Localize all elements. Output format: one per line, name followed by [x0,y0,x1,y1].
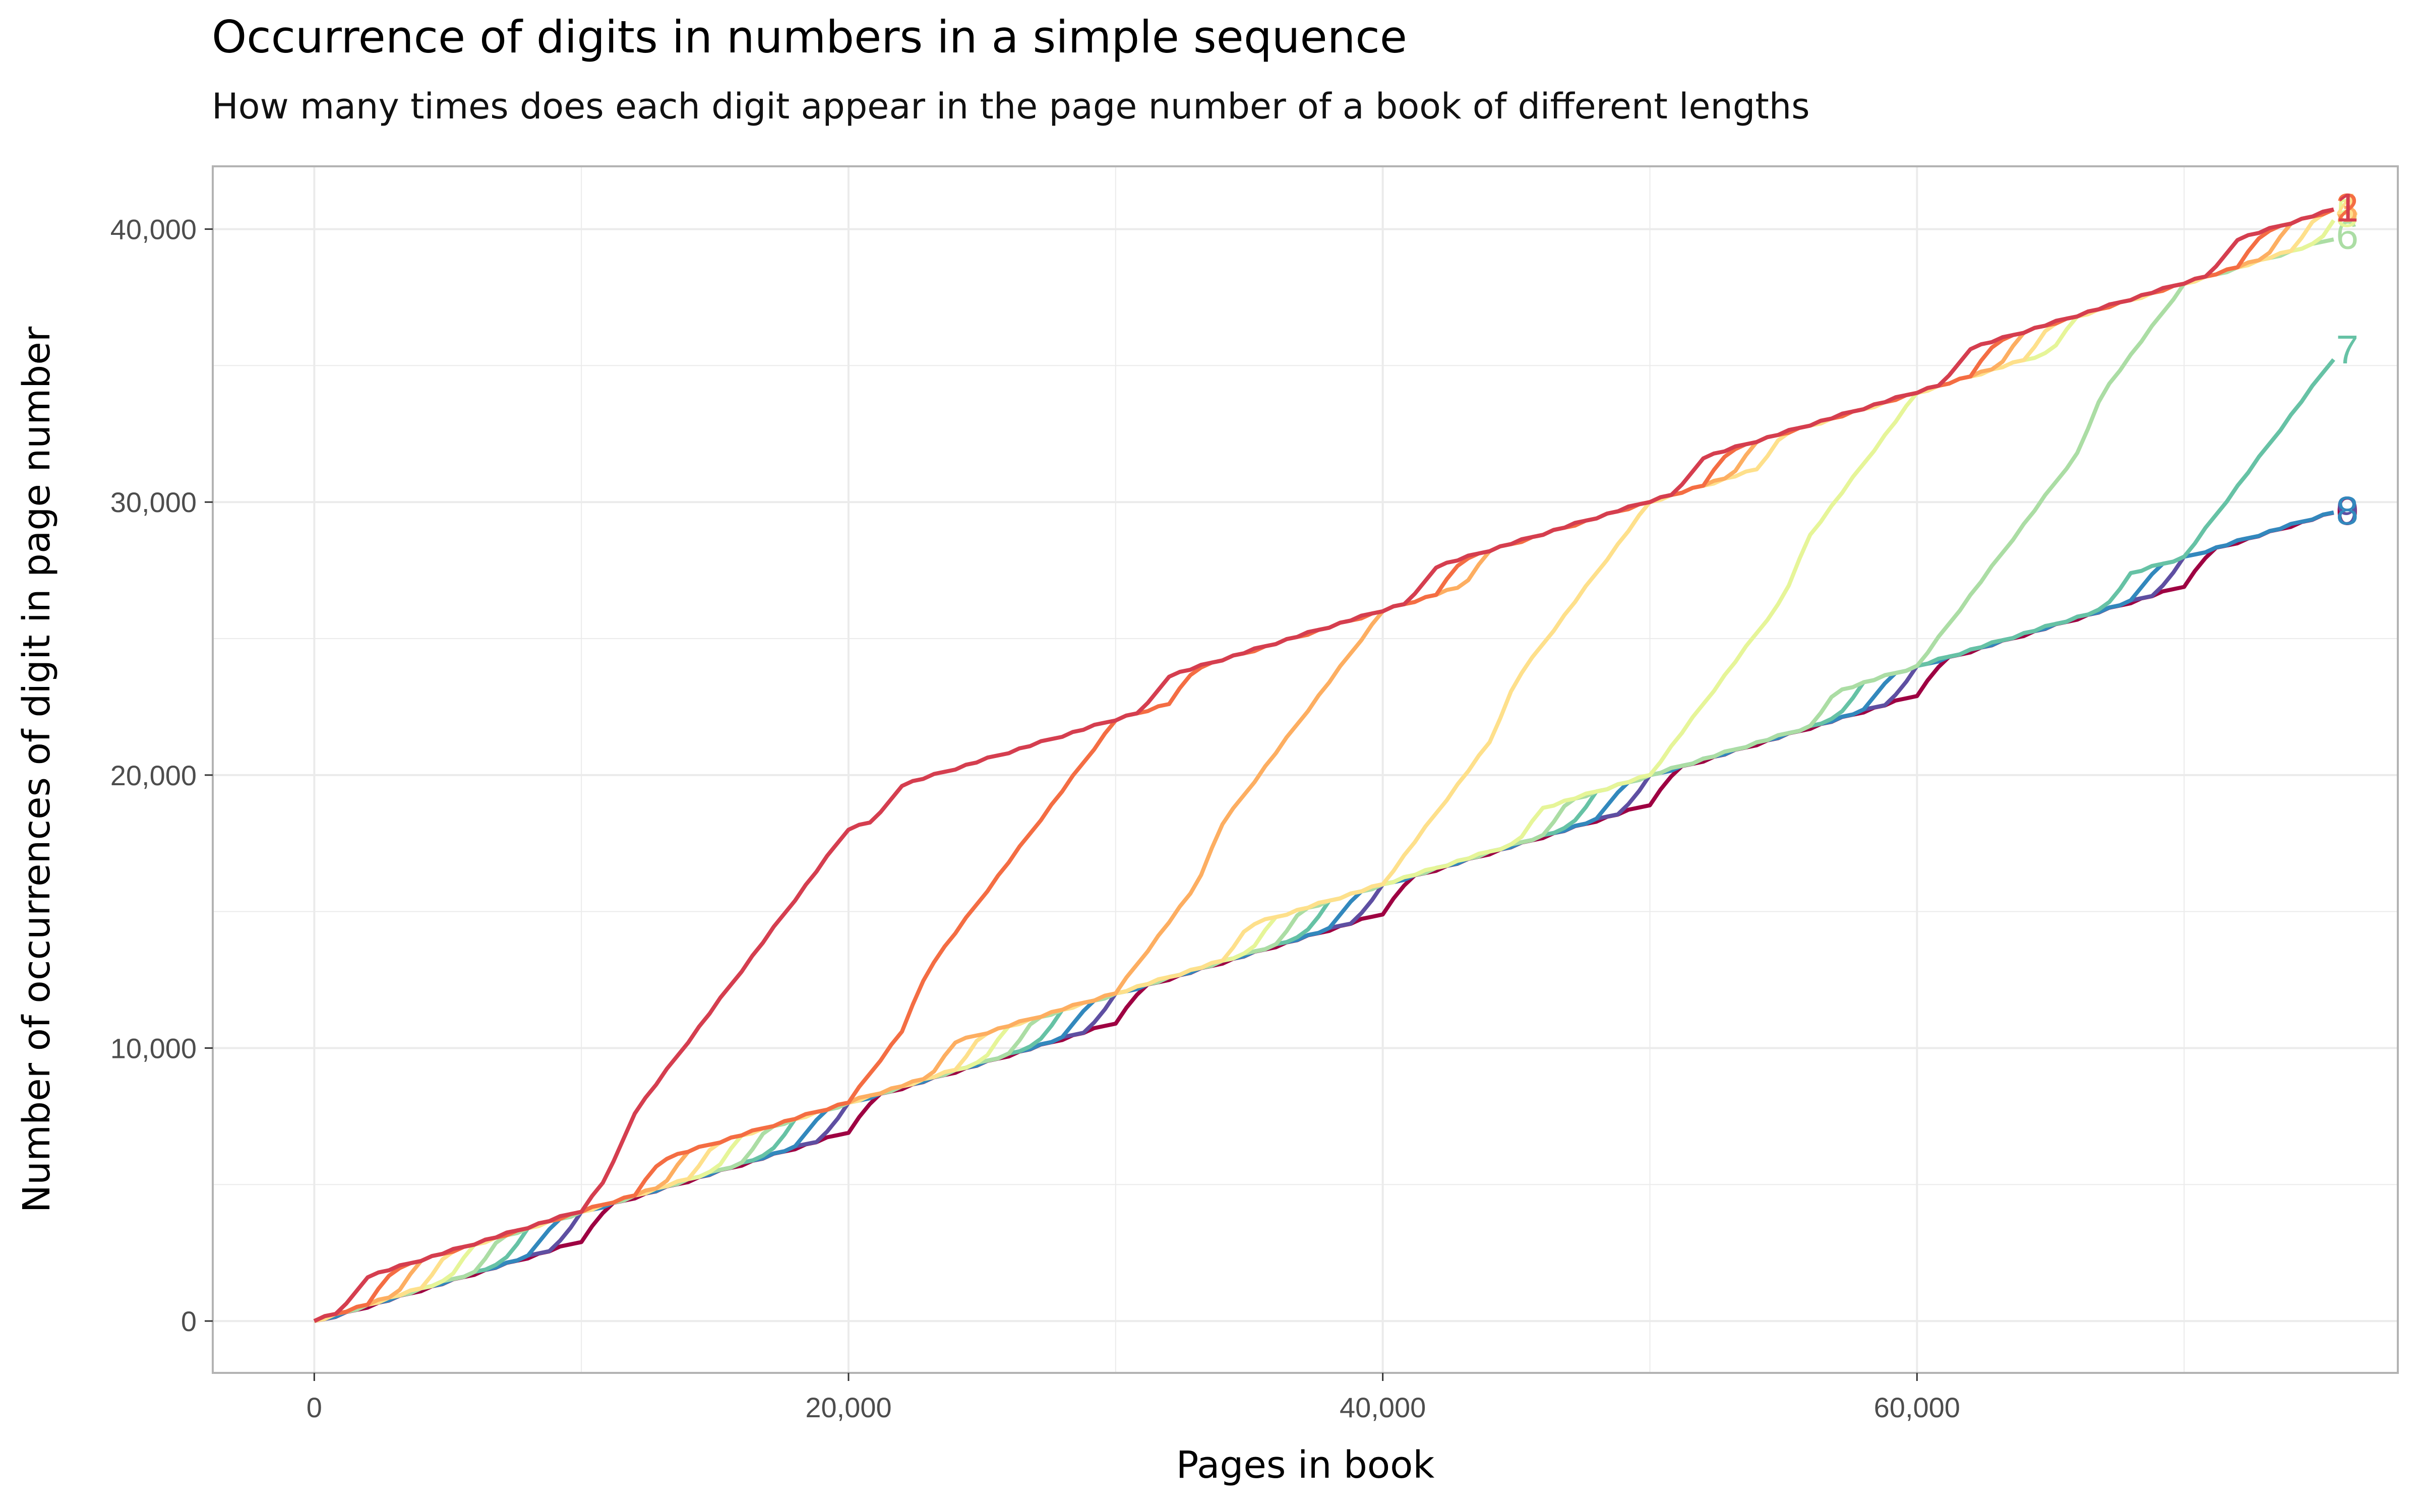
series-layer [313,207,2336,1324]
series-end-label-digit-4: 4 [2336,185,2358,230]
x-tick-label: 0 [307,1392,322,1423]
series-end-label-digit-5: 5 [2336,191,2358,235]
series-end-label-digit-2: 2 [2336,185,2358,230]
x-tick-label: 20,000 [805,1392,891,1423]
plot-panel [213,166,2398,1373]
y-axis-title: Number of occurrences of digit in page n… [15,326,58,1213]
chart-subtitle: How many times does each digit appear in… [212,86,1810,127]
y-tick-label: 40,000 [110,214,197,245]
y-tick-label: 20,000 [110,760,197,791]
series-end-label-digit-7: 7 [2336,327,2358,372]
minor-gridlines [213,166,2398,1373]
x-axis: 0 20,000 40,000 60,000 [307,1373,1960,1423]
x-tick-label: 60,000 [1874,1392,1960,1423]
series-line-digit-3 [313,207,2335,1323]
x-tick-label: 40,000 [1340,1392,1426,1423]
series-end-label-digit-9: 9 [2336,488,2358,533]
series-end-label-digit-6: 6 [2336,213,2358,258]
series-end-label-digit-1: 1 [2336,185,2358,230]
y-tick-label: 0 [181,1305,197,1337]
major-gridlines [213,166,2398,1373]
series-end-label-digit-0: 0 [2336,488,2358,533]
plot-border [212,165,2399,1374]
series-line-digit-1 [313,207,2334,1323]
y-axis: 0 10,000 20,000 30,000 40,000 [110,214,213,1337]
y-tick-label: 10,000 [110,1032,197,1064]
x-axis-title: Pages in book [1176,1443,1435,1487]
series-end-label-digit-8: 8 [2336,488,2358,533]
series-end-label-digit-3: 3 [2336,185,2358,230]
y-tick-label: 30,000 [110,486,197,518]
chart-title: Occurrence of digits in numbers in a sim… [212,11,1407,63]
